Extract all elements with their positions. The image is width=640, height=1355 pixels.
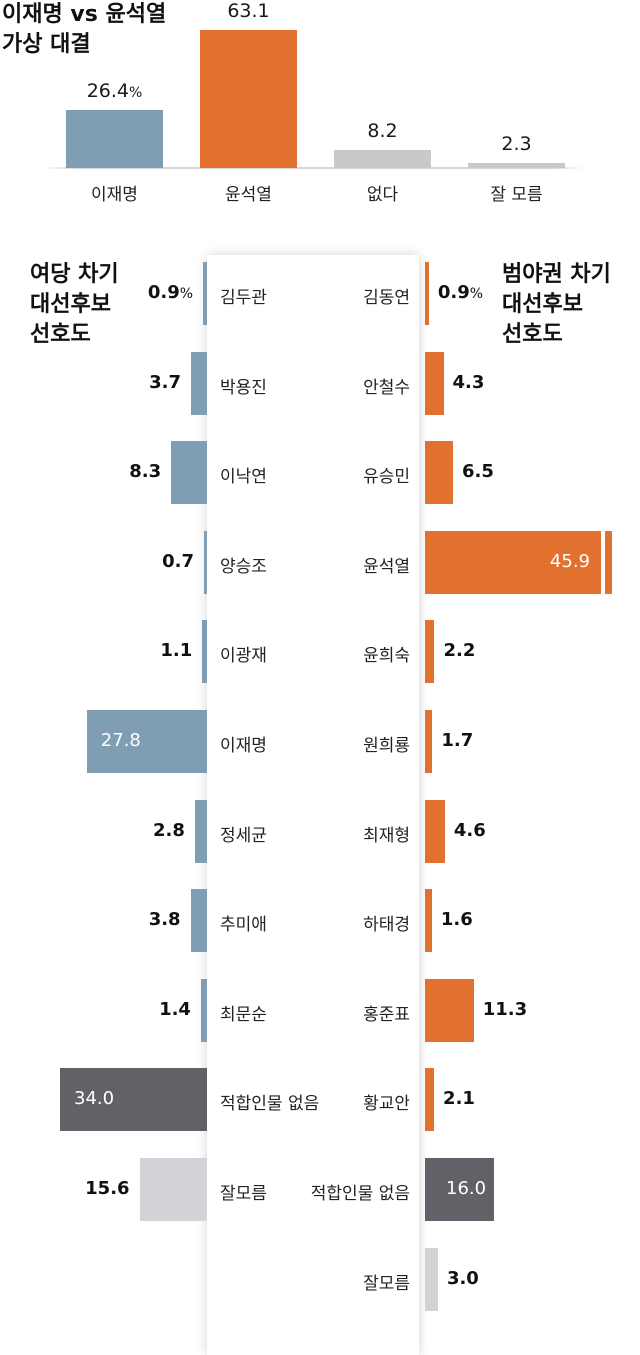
candidate-label: 양승조 [220, 556, 267, 577]
data-label: 11.3 [482, 998, 528, 1020]
candidate-label: 하태경 [363, 915, 410, 936]
data-label: 26.4% [86, 80, 143, 103]
bar [425, 978, 474, 1042]
bar [66, 110, 163, 168]
candidate-label: 적합인물 없음 [310, 1184, 410, 1204]
bar [191, 351, 207, 415]
candidate-label: 안철수 [363, 377, 410, 398]
bar [203, 530, 207, 594]
bar [468, 162, 565, 168]
data-label: 8.2 [367, 120, 398, 143]
chart-title: 여당 차기 대선후보 선호도 [30, 262, 119, 347]
data-label: 0.9% [147, 282, 194, 303]
candidate-label: 유승민 [363, 467, 410, 488]
data-label: 2.2 [443, 640, 476, 662]
bar-break-segment [605, 530, 612, 594]
bar [202, 620, 207, 684]
chart-title: 범야권 차기 대선후보 선호도 [502, 262, 611, 347]
bar [60, 1068, 207, 1132]
candidate-label: 추미애 [220, 915, 267, 936]
percent-unit: % [179, 286, 194, 302]
data-label: 3.0 [446, 1267, 479, 1289]
candidate-label: 윤석열 [363, 556, 410, 577]
baseline [44, 167, 584, 169]
bar [425, 889, 432, 953]
candidate-label: 적합인물 없음 [220, 1094, 320, 1115]
candidate-label: 윤희숙 [363, 646, 410, 667]
center-label-strip [207, 255, 419, 1355]
bar [425, 530, 601, 594]
candidate-label: 황교안 [363, 1094, 410, 1115]
data-label: 27.8 [100, 730, 141, 751]
category-label: 윤석열 [225, 185, 272, 205]
bar [171, 441, 207, 505]
chart-title: 이재명 vs 윤석열 가상 대결 [2, 2, 167, 57]
bar [425, 620, 435, 684]
candidate-label: 김동연 [363, 288, 410, 308]
data-label: 2.1 [443, 1088, 475, 1110]
percent-unit: % [129, 85, 143, 102]
data-label: 3.7 [149, 371, 182, 393]
candidate-label: 잘모름 [220, 1184, 267, 1204]
data-label: 45.9 [549, 550, 590, 572]
candidate-label: 이재명 [220, 736, 267, 756]
data-label: 8.3 [129, 461, 162, 483]
candidate-label: 김두관 [220, 288, 267, 308]
data-label: 16.0 [446, 1178, 487, 1199]
bar [200, 978, 207, 1042]
bar [203, 262, 207, 325]
percent-unit: % [469, 286, 484, 302]
data-label: 1.6 [440, 909, 473, 931]
bar [425, 351, 444, 415]
data-label: 1.1 [160, 640, 193, 662]
bar [190, 889, 207, 953]
bar [194, 799, 207, 863]
category-label: 잘 모름 [490, 185, 543, 205]
candidate-label: 홍준표 [363, 1004, 410, 1025]
candidate-label: 정세균 [220, 825, 267, 846]
data-label: 2.8 [153, 819, 185, 841]
data-label: 63.1 [227, 0, 270, 22]
data-label: 4.3 [452, 371, 485, 393]
bar [425, 1158, 494, 1221]
data-label: 3.8 [148, 909, 181, 931]
category-label: 없다 [366, 185, 399, 205]
candidate-label: 최재형 [363, 825, 410, 846]
candidate-label: 이광재 [220, 646, 267, 667]
data-label: 6.5 [462, 461, 494, 483]
data-label: 15.6 [85, 1178, 130, 1199]
bar [425, 799, 445, 863]
category-label: 이재명 [91, 185, 138, 205]
candidate-label: 최문순 [220, 1004, 267, 1025]
bar [425, 1068, 435, 1132]
data-label: 34.0 [74, 1088, 115, 1110]
data-label: 1.7 [441, 730, 474, 751]
data-label: 4.6 [453, 819, 486, 841]
bar [86, 710, 207, 773]
candidate-label: 박용진 [220, 377, 267, 398]
candidate-label: 원희룡 [363, 736, 410, 756]
data-label: 0.9% [437, 282, 484, 303]
data-label: 0.7 [162, 550, 194, 572]
bar [425, 262, 429, 325]
data-label: 2.3 [501, 132, 532, 155]
bar [334, 150, 431, 168]
bar [425, 1247, 438, 1311]
candidate-label: 이낙연 [220, 467, 267, 488]
bar [425, 710, 433, 773]
bar [200, 30, 297, 168]
bar [139, 1158, 207, 1221]
bar [425, 441, 454, 505]
candidate-label: 잘모름 [363, 1273, 410, 1294]
data-label: 1.4 [159, 998, 191, 1020]
